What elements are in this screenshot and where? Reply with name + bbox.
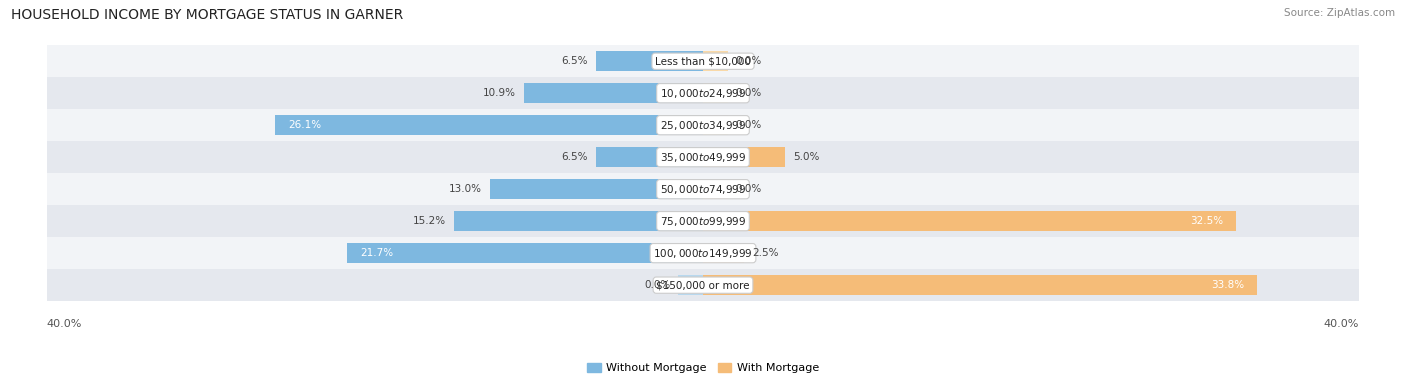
Bar (703, 243, 744, 263)
Text: Source: ZipAtlas.com: Source: ZipAtlas.com (1284, 8, 1395, 18)
Bar (46, 269, 1360, 301)
Text: 32.5%: 32.5% (1189, 216, 1223, 226)
Bar (703, 211, 1236, 231)
Text: 0.0%: 0.0% (735, 88, 762, 98)
Text: Less than $10,000: Less than $10,000 (655, 56, 751, 66)
Text: 2.5%: 2.5% (752, 248, 779, 258)
Text: 40.0%: 40.0% (1324, 319, 1360, 329)
Bar (46, 237, 1360, 269)
Text: 13.0%: 13.0% (449, 184, 481, 194)
Bar (489, 179, 703, 199)
Text: $35,000 to $49,999: $35,000 to $49,999 (659, 151, 747, 164)
Text: 26.1%: 26.1% (288, 120, 321, 130)
Bar (596, 147, 703, 167)
Text: 6.5%: 6.5% (561, 152, 588, 162)
Text: 33.8%: 33.8% (1211, 280, 1244, 290)
Bar (46, 109, 1360, 141)
Text: 5.0%: 5.0% (793, 152, 820, 162)
Bar (46, 141, 1360, 173)
Bar (703, 147, 785, 167)
Text: $100,000 to $149,999: $100,000 to $149,999 (654, 247, 752, 260)
Text: $10,000 to $24,999: $10,000 to $24,999 (659, 87, 747, 100)
Bar (703, 83, 728, 103)
Text: $50,000 to $74,999: $50,000 to $74,999 (659, 183, 747, 196)
Text: HOUSEHOLD INCOME BY MORTGAGE STATUS IN GARNER: HOUSEHOLD INCOME BY MORTGAGE STATUS IN G… (11, 8, 404, 21)
Text: 6.5%: 6.5% (561, 56, 588, 66)
Text: 21.7%: 21.7% (360, 248, 394, 258)
Bar (46, 77, 1360, 109)
Bar (703, 51, 728, 71)
Bar (678, 275, 703, 295)
Text: 15.2%: 15.2% (412, 216, 446, 226)
Bar (46, 205, 1360, 237)
Bar (596, 51, 703, 71)
Bar (276, 115, 703, 135)
Text: 0.0%: 0.0% (735, 56, 762, 66)
Bar (46, 173, 1360, 205)
Bar (524, 83, 703, 103)
Text: 10.9%: 10.9% (484, 88, 516, 98)
Bar (703, 275, 1257, 295)
Text: 40.0%: 40.0% (46, 319, 82, 329)
Text: 0.0%: 0.0% (735, 120, 762, 130)
Bar (347, 243, 703, 263)
Bar (703, 115, 728, 135)
Text: $150,000 or more: $150,000 or more (657, 280, 749, 290)
Bar (46, 45, 1360, 77)
Legend: Without Mortgage, With Mortgage: Without Mortgage, With Mortgage (582, 358, 824, 377)
Text: 0.0%: 0.0% (644, 280, 671, 290)
Bar (703, 179, 728, 199)
Text: $75,000 to $99,999: $75,000 to $99,999 (659, 215, 747, 228)
Bar (454, 211, 703, 231)
Text: $25,000 to $34,999: $25,000 to $34,999 (659, 119, 747, 132)
Text: 0.0%: 0.0% (735, 184, 762, 194)
